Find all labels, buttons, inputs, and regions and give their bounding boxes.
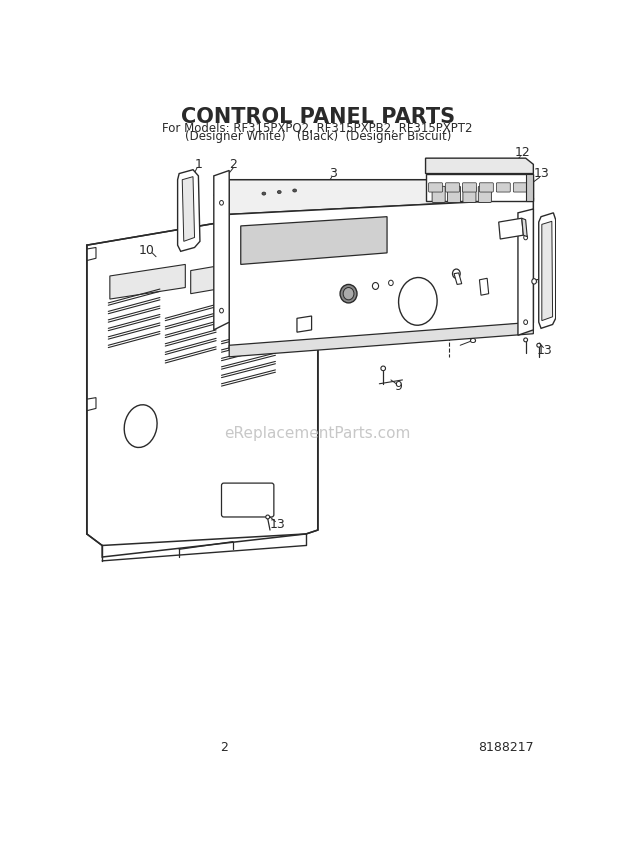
Polygon shape — [87, 214, 317, 557]
Ellipse shape — [262, 192, 266, 195]
Polygon shape — [454, 273, 462, 284]
Text: 13: 13 — [537, 344, 553, 357]
Polygon shape — [479, 278, 489, 295]
Polygon shape — [177, 169, 200, 252]
FancyBboxPatch shape — [463, 183, 476, 192]
Polygon shape — [229, 322, 533, 357]
Polygon shape — [522, 218, 527, 237]
Text: 1: 1 — [195, 158, 202, 171]
Text: 5: 5 — [487, 267, 495, 280]
FancyBboxPatch shape — [221, 483, 274, 517]
Text: (Designer White)   (Black)  (Designer Biscuit): (Designer White) (Black) (Designer Biscu… — [185, 130, 451, 143]
Text: 12: 12 — [515, 146, 531, 159]
Polygon shape — [425, 174, 533, 201]
FancyBboxPatch shape — [479, 183, 494, 192]
Text: 11: 11 — [433, 260, 449, 273]
Text: 10: 10 — [139, 244, 155, 257]
FancyBboxPatch shape — [463, 187, 476, 202]
Polygon shape — [539, 213, 556, 329]
Polygon shape — [110, 265, 185, 299]
Ellipse shape — [343, 288, 354, 300]
Polygon shape — [182, 176, 195, 241]
Ellipse shape — [219, 200, 223, 205]
Ellipse shape — [389, 280, 393, 286]
Ellipse shape — [219, 308, 223, 313]
Ellipse shape — [399, 277, 437, 325]
FancyBboxPatch shape — [428, 183, 443, 192]
Text: CONTROL PANEL PARTS: CONTROL PANEL PARTS — [180, 107, 455, 127]
Text: 17: 17 — [537, 270, 553, 282]
Polygon shape — [518, 209, 533, 336]
Ellipse shape — [340, 284, 357, 303]
Polygon shape — [542, 222, 552, 321]
FancyBboxPatch shape — [432, 187, 445, 202]
Text: 7: 7 — [391, 300, 399, 313]
Ellipse shape — [524, 320, 528, 324]
Ellipse shape — [124, 405, 157, 448]
Polygon shape — [241, 217, 387, 265]
Polygon shape — [87, 247, 96, 260]
Ellipse shape — [453, 269, 460, 278]
Text: 9: 9 — [395, 379, 402, 393]
Text: 15: 15 — [310, 306, 326, 318]
Text: 16: 16 — [448, 287, 464, 300]
Text: 6: 6 — [323, 279, 331, 293]
Ellipse shape — [381, 366, 386, 371]
Ellipse shape — [524, 235, 528, 240]
Text: 8188217: 8188217 — [479, 741, 534, 754]
Text: For Models: RF315PXPQ2, RF315PXPB2, RF315PXPT2: For Models: RF315PXPQ2, RF315PXPB2, RF31… — [162, 122, 473, 134]
Polygon shape — [87, 398, 96, 411]
Text: 2: 2 — [229, 158, 237, 171]
Polygon shape — [229, 180, 533, 214]
FancyBboxPatch shape — [478, 187, 492, 202]
Ellipse shape — [524, 338, 528, 342]
Polygon shape — [526, 174, 533, 201]
FancyBboxPatch shape — [497, 183, 510, 192]
Polygon shape — [297, 316, 312, 332]
Polygon shape — [229, 199, 533, 349]
Text: eReplacementParts.com: eReplacementParts.com — [224, 426, 411, 442]
Polygon shape — [191, 259, 262, 294]
Ellipse shape — [532, 279, 536, 284]
FancyBboxPatch shape — [513, 183, 527, 192]
Polygon shape — [498, 218, 523, 239]
Polygon shape — [214, 170, 229, 330]
Ellipse shape — [293, 189, 296, 192]
Ellipse shape — [373, 282, 379, 289]
FancyBboxPatch shape — [446, 183, 459, 192]
FancyBboxPatch shape — [448, 187, 461, 202]
Text: 3: 3 — [329, 167, 337, 180]
Ellipse shape — [277, 191, 281, 193]
Text: 13: 13 — [270, 518, 286, 532]
Text: 4: 4 — [524, 206, 532, 219]
Ellipse shape — [537, 343, 541, 348]
Text: 13: 13 — [533, 167, 549, 180]
Text: 2: 2 — [220, 741, 228, 754]
Polygon shape — [425, 158, 533, 174]
Ellipse shape — [266, 515, 270, 519]
Text: 8: 8 — [467, 333, 476, 347]
